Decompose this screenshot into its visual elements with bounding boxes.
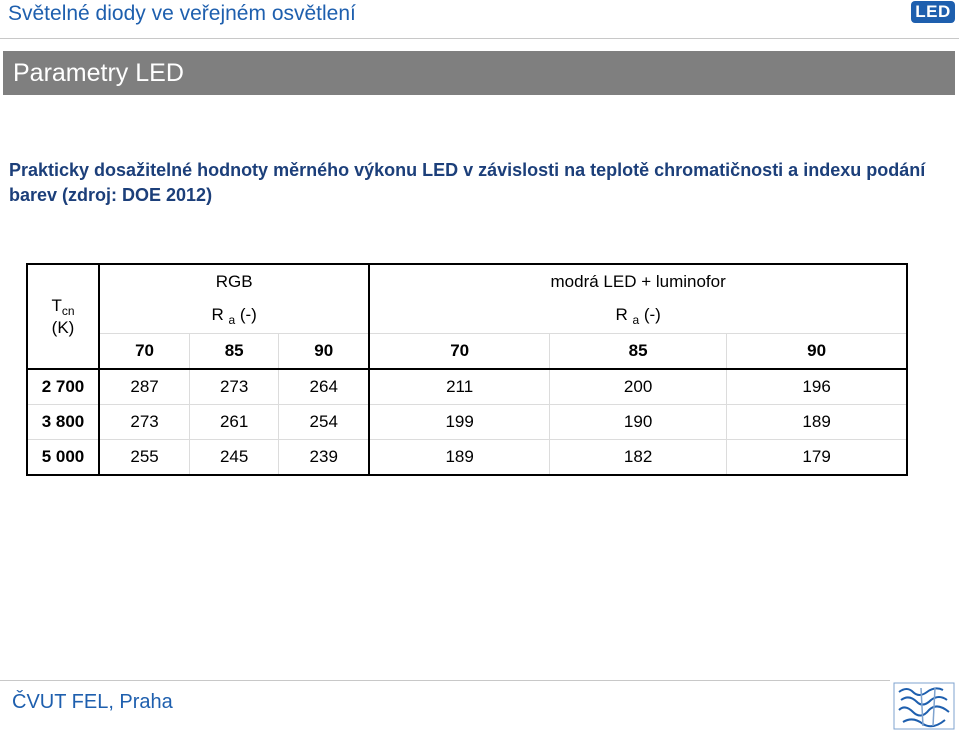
table-cell: 239 [278,439,371,475]
table-cell: 200 [549,369,728,405]
table-cell: 179 [802,447,831,466]
led-logo: LED [911,1,955,23]
table-cell: 273 [189,369,280,405]
row-label: 3 800 [27,404,100,440]
row-label: 5 000 [27,439,100,475]
table-cell: 211 [369,369,551,405]
table-cell: 255 [99,439,191,475]
group-blue-phosphor: modrá LED + luminofor [550,272,726,291]
ra-value: 70 [369,333,551,370]
ra-unit: (-) [639,305,661,324]
table-cell: 273 [99,404,191,440]
ra-label: R [211,305,224,324]
ra-header-blue: R a (-) [369,299,907,334]
table-cell: 264 [278,369,371,405]
cvut-logo-icon [893,682,955,730]
section-bar: Parametry LED [3,51,955,95]
table-cell: 190 [549,404,728,440]
tcn-header: Tcn (K) [27,264,100,370]
group-rgb: RGB [99,264,371,299]
footer-institution: ČVUT FEL, Praha [12,691,173,713]
ra-header-rgb: R a (-) [99,299,371,334]
ra-label: R [615,305,628,324]
tcn-label: T [51,295,62,315]
row-label: 2 700 [27,369,100,405]
presentation-title: Světelné diody ve veřejném osvětlení [8,2,356,25]
table-row: 3 800 273 261 254 199 190 189 [27,404,907,440]
ra-unit: (-) [235,305,257,324]
tcn-subscript: cn [61,303,75,318]
table-row: 5 000 255 245 239 189 182 179 [27,439,907,475]
ra-value: 85 [189,333,280,370]
tcn-unit: (K) [51,317,75,337]
table-cell: 245 [189,439,280,475]
ra-subscript: a [228,313,236,327]
table-cell: 254 [278,404,371,440]
header-divider [0,38,959,39]
table-cell: 189 [369,439,551,475]
ra-value: 90 [726,333,907,370]
ra-subscript: a [632,313,640,327]
table-row: 2 700 287 273 264 211 200 196 [27,369,907,405]
table-cell: 287 [99,369,191,405]
table-cell: 189 [726,404,907,440]
ra-value: 70 [99,333,191,370]
table-cell: 182 [549,439,728,475]
ra-value: 90 [278,333,371,370]
slide-subtitle: Prakticky dosažitelné hodnoty měrného vý… [9,160,926,205]
table-cell: 261 [189,404,280,440]
footer-divider [0,680,890,681]
table-cell: 199 [369,404,551,440]
ra-value: 85 [549,333,728,370]
section-title: Parametry LED [13,59,184,87]
led-efficacy-table: Tcn (K) RGB modrá LED + luminofor R a (-… [26,263,908,476]
table-cell: 196 [726,369,907,405]
